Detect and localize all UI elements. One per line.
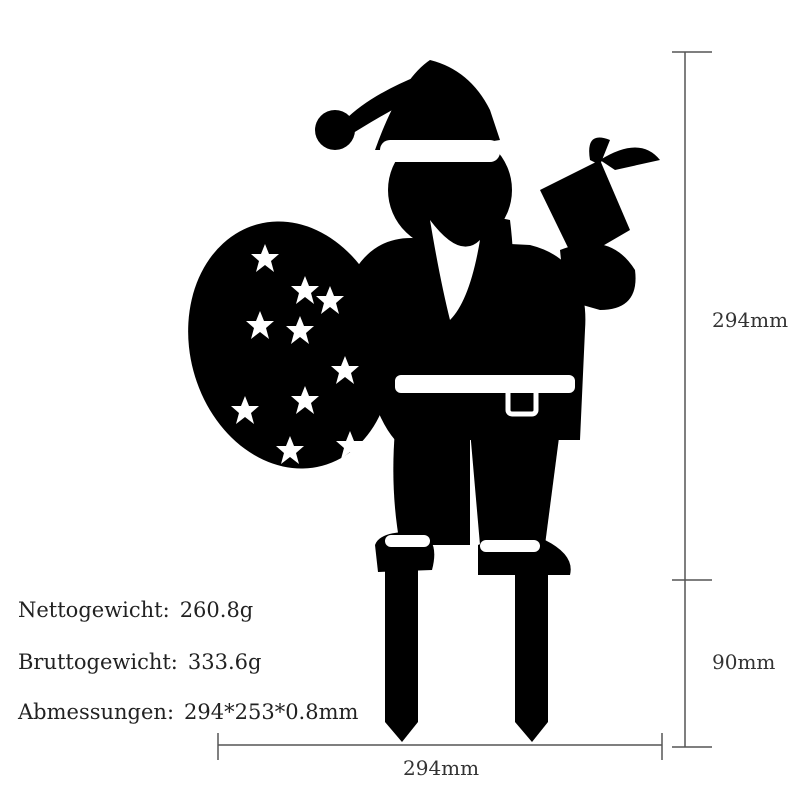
spec-value: 294*253*0.8mm	[184, 700, 359, 724]
net-weight: Nettogewicht: 260.8g	[18, 598, 253, 622]
spec-value: 260.8g	[179, 598, 254, 622]
sack-stars	[0, 0, 364, 464]
gross-weight: Bruttogewicht: 333.6g	[18, 650, 261, 674]
stake-height-label: 90mm	[712, 650, 776, 674]
left-stake	[385, 565, 418, 742]
right-stake	[515, 565, 548, 742]
spec-label: Abmessungen:	[18, 700, 175, 724]
santa-details	[380, 140, 575, 552]
dimension-lines	[217, 51, 712, 760]
width-label: 294mm	[403, 756, 480, 780]
height-label: 294mm	[712, 308, 789, 332]
spec-value: 333.6g	[187, 650, 262, 674]
dimensions-spec: Abmessungen: 294*253*0.8mm	[18, 700, 358, 724]
santa-silhouette-icon	[188, 60, 660, 742]
spec-label: Bruttogewicht:	[18, 650, 178, 674]
spec-label: Nettogewicht:	[18, 598, 170, 622]
